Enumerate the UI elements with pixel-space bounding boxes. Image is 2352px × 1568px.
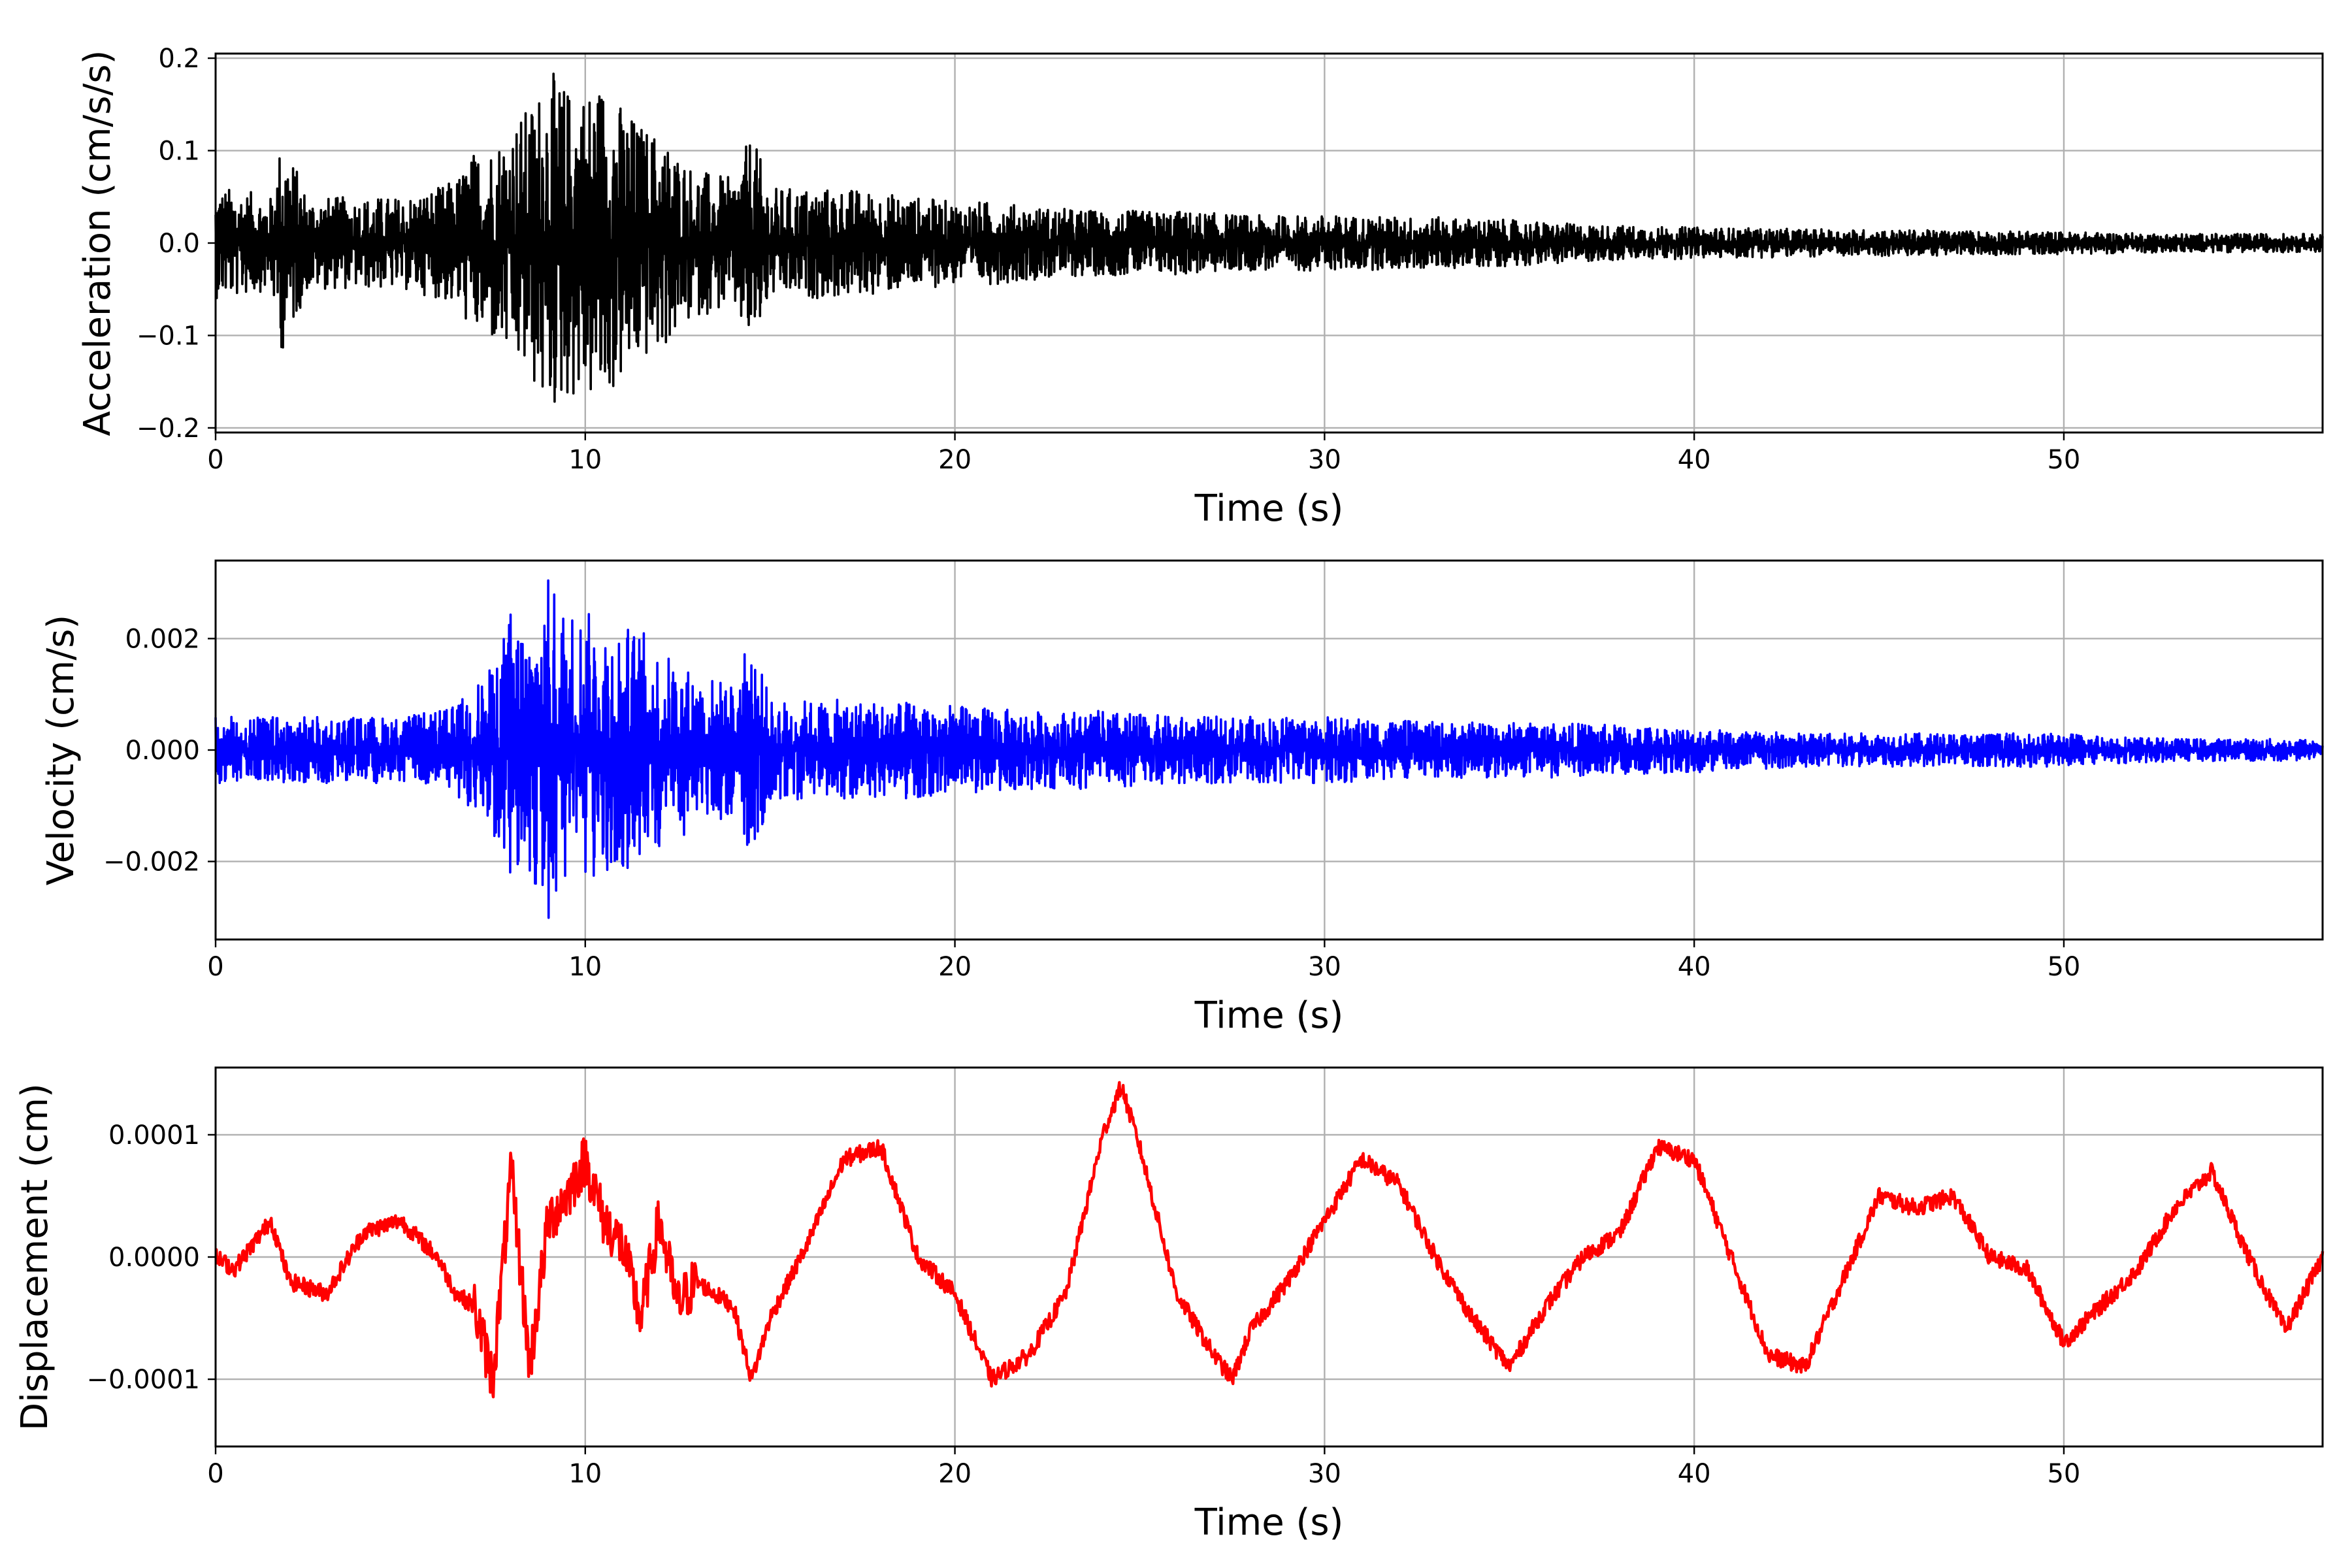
velocity-series-line [214,579,2324,919]
velocity-x-tick-label: 0 [207,952,223,982]
displacement-series-line [214,1081,2325,1399]
displacement-y-tick-label: 0.0001 [108,1120,200,1151]
velocity-y-tick-label: 0.000 [125,736,200,766]
velocity-x-tick-label: 30 [1308,952,1341,982]
acceleration-y-tick-label: −0.1 [137,321,200,351]
velocity-x-tick-label: 10 [568,952,602,982]
acceleration-x-tick-label: 50 [2047,445,2080,475]
acceleration-x-tick-label: 20 [938,445,972,475]
velocity-panel: 0 10 20 30 40 50 −0.002 0.000 0.002 Time (s) Veloc… [40,559,2324,1037]
displacement-y-tick-label: 0.0000 [108,1243,200,1273]
velocity-y-axis-label: Velocity (cm/s) [40,615,82,886]
displacement-x-tick-label: 20 [938,1459,972,1489]
acceleration-series-line [214,73,2324,403]
acceleration-x-tick-label: 10 [568,445,602,475]
velocity-x-tick-label: 50 [2047,952,2080,982]
acceleration-x-tick-label: 30 [1308,445,1341,475]
acceleration-y-axis-label: Acceleration (cm/s/s) [76,50,119,436]
acceleration-y-tick-label: 0.0 [158,229,200,259]
velocity-y-tick-label: 0.002 [125,624,200,654]
velocity-x-tick-label: 20 [938,952,972,982]
displacement-x-axis-label: Time (s) [1194,1501,1344,1544]
acceleration-panel: 0 10 20 30 40 50 −0.2 −0.1 0.0 0.1 0.2 Time (s) Acce… [76,44,2324,530]
acceleration-y-tick-label: −0.2 [137,414,200,444]
acceleration-x-tick-label: 40 [1678,445,1711,475]
acceleration-x-tick-label: 0 [207,445,223,475]
displacement-panel: 0 10 20 30 40 50 −0.0001 0.0000 0.0001 Time (s) Di… [14,1066,2325,1544]
velocity-y-tick-label: −0.002 [103,847,200,877]
acceleration-x-axis-label: Time (s) [1194,487,1344,530]
displacement-y-tick-label: −0.0001 [87,1365,200,1395]
displacement-y-axis-label: Displacement (cm) [14,1083,56,1431]
displacement-x-tick-label: 0 [207,1459,223,1489]
displacement-x-tick-label: 50 [2047,1459,2080,1489]
acceleration-y-tick-label: 0.1 [158,137,200,167]
acceleration-y-tick-label: 0.2 [158,44,200,74]
velocity-x-axis-label: Time (s) [1194,994,1344,1037]
displacement-x-tick-label: 30 [1308,1459,1341,1489]
displacement-x-tick-label: 10 [568,1459,602,1489]
velocity-x-tick-label: 40 [1678,952,1711,982]
displacement-x-tick-label: 40 [1678,1459,1711,1489]
